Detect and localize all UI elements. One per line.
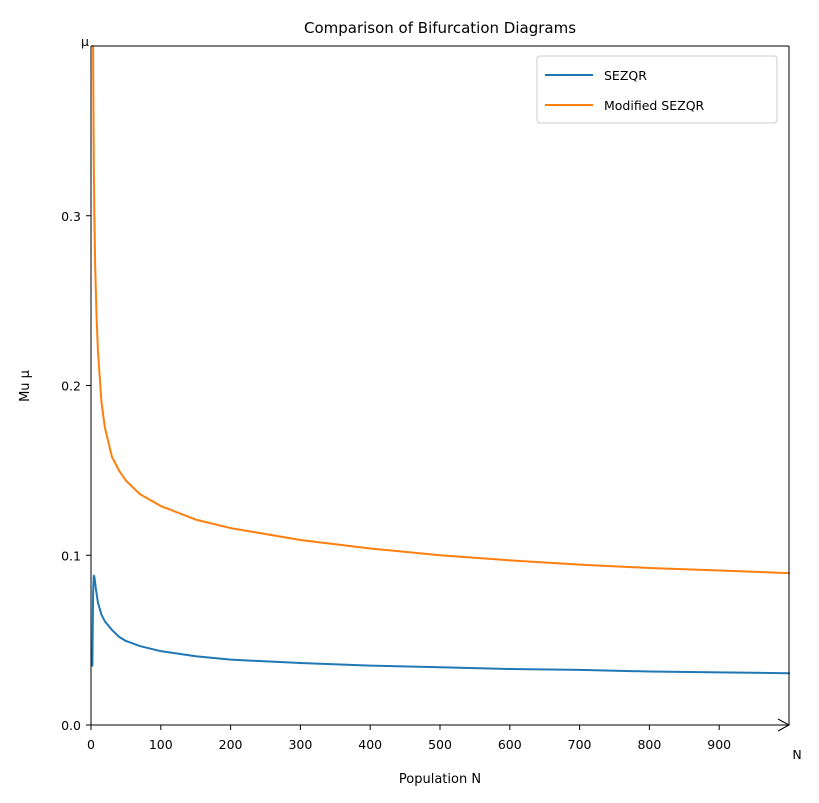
- legend-frame: [536, 55, 778, 124]
- x-arrow-label: N: [792, 747, 801, 762]
- x-tick-label: 700: [568, 737, 592, 752]
- y-tick-label: 0.1: [61, 548, 81, 563]
- y-axis-label: Mu μ: [18, 370, 33, 402]
- y-tick-label: 0.0: [61, 718, 81, 733]
- x-tick-label: 800: [637, 737, 661, 752]
- x-axis-arrowhead: [777, 718, 791, 732]
- y-tick-label: 0.2: [61, 379, 81, 394]
- chart-title: Comparison of Bifurcation Diagrams: [304, 19, 576, 37]
- y-tick-label: 0.3: [61, 209, 81, 224]
- x-tick-label: 300: [288, 737, 312, 752]
- legend: SEZQR Modified SEZQR: [536, 55, 778, 124]
- x-tick-label: 900: [707, 737, 731, 752]
- y-arrow-label: μ: [81, 34, 89, 49]
- legend-label-modified-sezqr: Modified SEZQR: [604, 98, 705, 113]
- series-layer: [91, 45, 790, 675]
- series-line-modified-sezqr: [92, 45, 790, 575]
- x-ticks: 0 100 200 300 400 500 600 700 800 900: [87, 725, 731, 752]
- legend-label-sezqr: SEZQR: [604, 68, 647, 83]
- x-tick-label: 600: [498, 737, 522, 752]
- x-tick-label: 0: [87, 737, 95, 752]
- x-tick-label: 200: [219, 737, 243, 752]
- x-tick-label: 100: [149, 737, 173, 752]
- y-ticks: 0.0 0.1 0.2 0.3: [61, 209, 91, 733]
- series-line-sezqr: [91, 574, 790, 675]
- x-axis-label: Population N: [399, 772, 481, 787]
- axes-layer: [90, 45, 791, 732]
- x-tick-label: 400: [358, 737, 382, 752]
- x-tick-label: 500: [428, 737, 452, 752]
